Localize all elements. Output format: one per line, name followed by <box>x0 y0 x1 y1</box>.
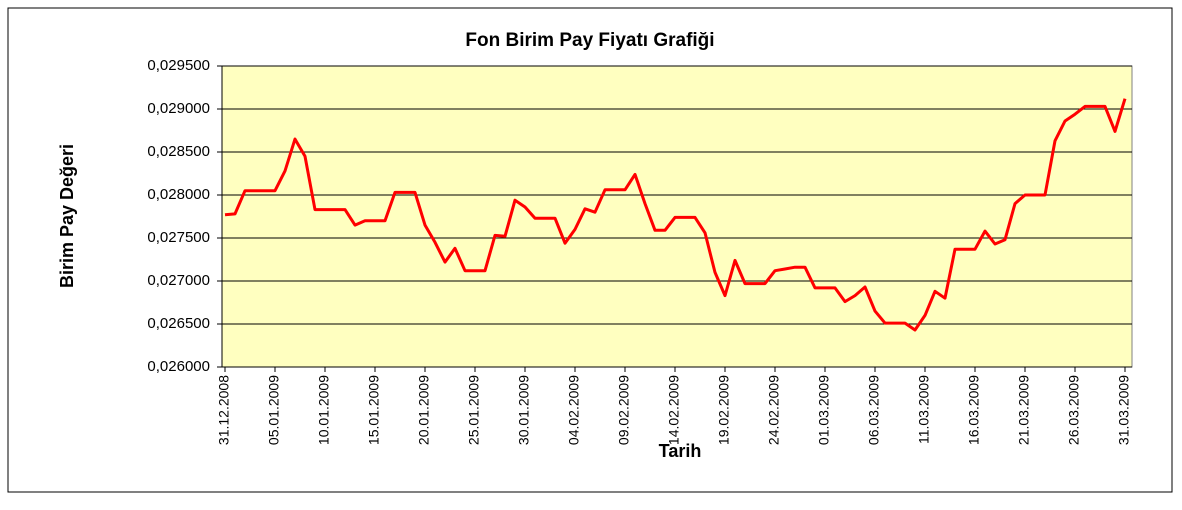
y-tick-label: 0,028500 <box>147 143 210 160</box>
y-tick-label: 0,026000 <box>147 358 210 375</box>
x-tick-label: 06.03.2009 <box>866 375 882 445</box>
x-tick-label: 04.02.2009 <box>566 375 582 445</box>
x-tick-label: 26.03.2009 <box>1066 375 1082 445</box>
chart-title: Fon Birim Pay Fiyatı Grafiği <box>465 30 714 51</box>
y-tick-label: 0,028000 <box>147 186 210 203</box>
x-tick-label: 21.03.2009 <box>1016 375 1032 445</box>
x-tick-label: 25.01.2009 <box>466 375 482 445</box>
x-tick-label: 01.03.2009 <box>816 375 832 445</box>
x-tick-label: 05.01.2009 <box>266 375 282 445</box>
x-tick-label: 10.01.2009 <box>316 375 332 445</box>
x-tick-label: 31.03.2009 <box>1116 375 1132 445</box>
x-tick-label: 24.02.2009 <box>766 375 782 445</box>
y-tick-label: 0,029000 <box>147 100 210 117</box>
x-tick-label: 14.02.2009 <box>666 375 682 445</box>
data-line <box>224 98 1127 332</box>
y-axis-label: Birim Pay Değeri <box>57 144 77 288</box>
y-tick-label: 0,027500 <box>147 229 210 246</box>
x-tick-label: 16.03.2009 <box>966 375 982 445</box>
x-tick-label: 15.01.2009 <box>366 375 382 445</box>
x-tick-label: 09.02.2009 <box>616 375 632 445</box>
x-tick-label: 31.12.2008 <box>216 375 232 445</box>
y-tick-label: 0,029500 <box>147 57 210 74</box>
x-axis-label: Tarih <box>659 441 702 461</box>
x-tick-label: 30.01.2009 <box>516 375 532 445</box>
x-tick-label: 20.01.2009 <box>416 375 432 445</box>
x-tick-label: 19.02.2009 <box>716 375 732 445</box>
x-tick-label: 11.03.2009 <box>916 375 932 444</box>
y-tick-label: 0,026500 <box>147 315 210 332</box>
y-tick-label: 0,027000 <box>147 272 210 289</box>
